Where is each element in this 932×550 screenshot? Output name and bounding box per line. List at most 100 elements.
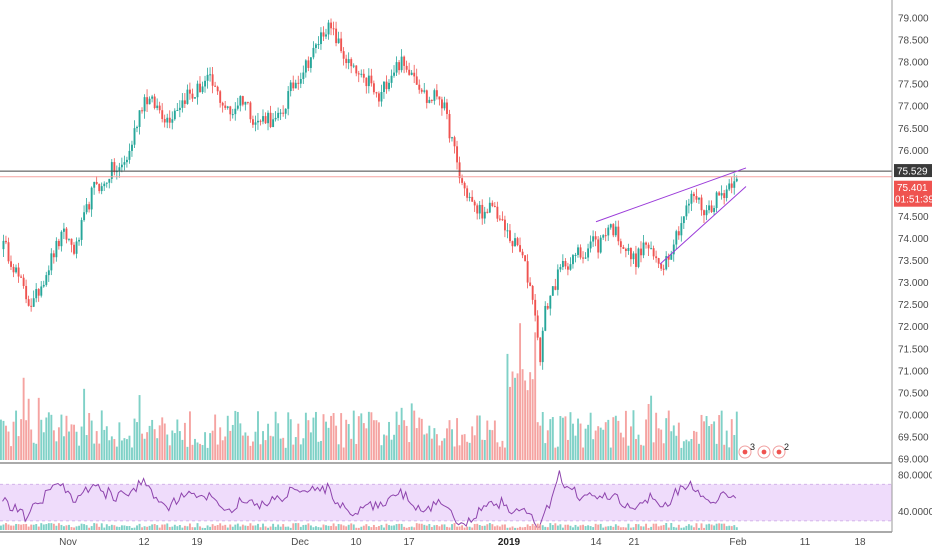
volume-bar bbox=[168, 445, 171, 460]
candle-body bbox=[55, 240, 58, 258]
volume-bar bbox=[194, 438, 196, 460]
volume-bar bbox=[622, 437, 625, 460]
rsi-volume-bar bbox=[498, 526, 501, 530]
rsi-volume-bar bbox=[617, 525, 620, 530]
rsi-volume-bar bbox=[602, 527, 605, 530]
rsi-volume-bar bbox=[126, 526, 128, 530]
candle-body bbox=[587, 248, 590, 258]
volume-bar bbox=[390, 439, 393, 460]
candle-body bbox=[35, 289, 38, 299]
candle-body bbox=[287, 91, 290, 109]
volume-bar bbox=[2, 420, 5, 460]
volume-bar bbox=[438, 445, 441, 460]
volume-bar bbox=[148, 425, 151, 460]
rsi-volume-bar bbox=[574, 524, 577, 530]
candle-body bbox=[133, 128, 136, 145]
volume-bar bbox=[720, 410, 723, 460]
candle-body bbox=[352, 65, 355, 67]
rsi-volume-bar bbox=[5, 523, 7, 530]
last-price-tag bbox=[894, 180, 932, 207]
volume-bar bbox=[488, 429, 491, 460]
volume-bar bbox=[272, 436, 275, 460]
candle-body bbox=[320, 32, 322, 45]
volume-bar bbox=[665, 418, 668, 460]
volume-bar bbox=[700, 414, 703, 460]
volume-bar bbox=[403, 420, 406, 460]
event-badge-count: 3 bbox=[750, 442, 755, 452]
volume-bar bbox=[556, 446, 559, 460]
rsi-volume-bar bbox=[592, 527, 595, 530]
rsi-volume-bar bbox=[564, 524, 567, 530]
candle-body bbox=[120, 164, 123, 168]
wedge-upper-line bbox=[595, 167, 747, 223]
candle-body bbox=[428, 99, 431, 103]
volume-bar bbox=[35, 443, 38, 460]
rsi-volume-bar bbox=[655, 523, 658, 530]
volume-bar bbox=[509, 386, 511, 460]
candle-body bbox=[10, 261, 12, 267]
candle-body bbox=[662, 268, 665, 270]
rsi-volume-bar bbox=[362, 525, 365, 530]
rsi-volume-bar bbox=[350, 523, 353, 530]
volume-bar bbox=[491, 430, 494, 460]
rsi-volume-bar bbox=[531, 523, 534, 530]
rsi-volume-bar bbox=[370, 527, 373, 530]
rsi-volume-bar bbox=[438, 526, 441, 530]
rsi-volume-bar bbox=[622, 527, 625, 530]
rsi-volume-bar bbox=[493, 526, 496, 530]
rsi-volume-bar bbox=[511, 526, 514, 530]
volume-bar bbox=[73, 424, 75, 460]
rsi-volume-bar bbox=[320, 527, 322, 530]
candle-body bbox=[277, 112, 280, 118]
rsi-volume-bar bbox=[189, 523, 191, 530]
candle-body bbox=[85, 204, 88, 213]
rsi-volume-bar bbox=[85, 525, 88, 530]
volume-bar bbox=[315, 411, 317, 460]
candle-body bbox=[534, 299, 537, 316]
rsi-volume-bar bbox=[297, 523, 300, 530]
candle-body bbox=[514, 238, 516, 247]
rsi-volume-bar bbox=[582, 524, 585, 530]
rsi-volume-bar bbox=[10, 525, 12, 530]
candle-body bbox=[342, 51, 345, 59]
candle-body bbox=[541, 330, 544, 363]
time-tick-label: 14 bbox=[590, 537, 602, 548]
candle-body bbox=[100, 186, 103, 192]
rsi-tick-label: 80.0000 bbox=[898, 471, 932, 482]
candle-body bbox=[63, 228, 65, 232]
volume-bar bbox=[393, 434, 396, 460]
volume-bar bbox=[521, 369, 524, 460]
volume-bar bbox=[37, 397, 40, 460]
volume-bar bbox=[209, 433, 212, 460]
candle-body bbox=[594, 236, 597, 240]
rsi-volume-bar bbox=[650, 526, 653, 530]
candle-body bbox=[400, 56, 403, 71]
price-tick-label: 74.500 bbox=[898, 212, 929, 223]
countdown-label: 01:51:39 bbox=[895, 195, 932, 206]
volume-bar bbox=[708, 426, 711, 460]
rsi-volume-bar bbox=[226, 527, 229, 530]
candle-body bbox=[433, 90, 436, 101]
price-tick-label: 76.500 bbox=[898, 124, 929, 135]
volume-bar bbox=[347, 424, 350, 460]
volume-bar bbox=[619, 432, 622, 460]
candle-body bbox=[181, 100, 184, 108]
volume-bar bbox=[320, 440, 322, 460]
volume-bar bbox=[546, 430, 549, 460]
candle-body bbox=[408, 69, 411, 75]
candlesticks bbox=[2, 18, 738, 370]
volume-bar bbox=[378, 422, 380, 460]
rsi-volume-bar bbox=[302, 525, 305, 530]
volume-bar bbox=[662, 443, 665, 460]
time-tick-label: 18 bbox=[854, 537, 866, 548]
rsi-volume-bar bbox=[534, 525, 537, 530]
rsi-volume-bar bbox=[12, 525, 15, 530]
volume-bar bbox=[561, 417, 564, 460]
volume-bar bbox=[115, 446, 118, 460]
rsi-volume-bar bbox=[120, 525, 123, 530]
volume-bar bbox=[531, 379, 534, 460]
volume-bar bbox=[544, 443, 547, 460]
candle-body bbox=[650, 248, 653, 250]
